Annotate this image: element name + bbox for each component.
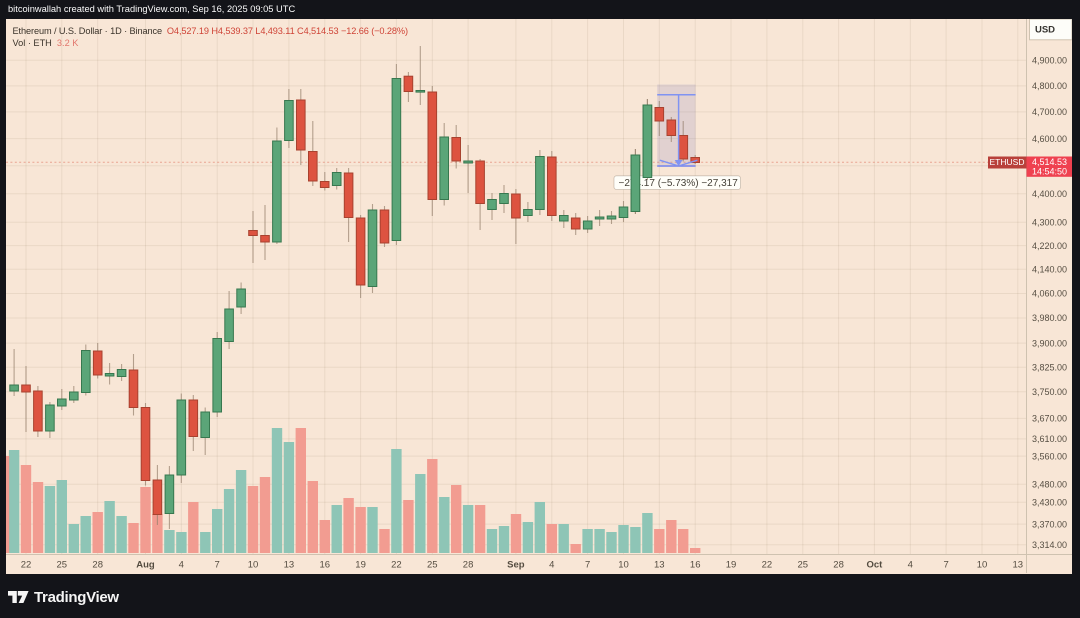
svg-text:28: 28 xyxy=(92,560,103,571)
svg-text:28: 28 xyxy=(833,560,844,571)
svg-text:25: 25 xyxy=(57,560,68,571)
svg-text:4,220.00: 4,220.00 xyxy=(1032,241,1067,251)
svg-text:4,900.00: 4,900.00 xyxy=(1032,55,1067,65)
svg-text:4: 4 xyxy=(179,560,184,571)
svg-text:19: 19 xyxy=(726,560,737,571)
svg-text:28: 28 xyxy=(463,560,474,571)
svg-text:Sep: Sep xyxy=(507,560,525,571)
svg-text:3,370.00: 3,370.00 xyxy=(1032,519,1067,529)
svg-text:4,300.00: 4,300.00 xyxy=(1032,218,1067,228)
svg-text:Aug: Aug xyxy=(136,560,155,571)
svg-text:10: 10 xyxy=(618,560,629,571)
svg-text:4,060.00: 4,060.00 xyxy=(1032,289,1067,299)
svg-text:13: 13 xyxy=(1013,560,1024,571)
svg-text:4,800.00: 4,800.00 xyxy=(1032,81,1067,91)
svg-text:7: 7 xyxy=(585,560,590,571)
svg-text:3,314.00: 3,314.00 xyxy=(1032,540,1067,550)
svg-text:22: 22 xyxy=(21,560,32,571)
svg-text:3,560.00: 3,560.00 xyxy=(1032,451,1067,461)
svg-text:3,750.00: 3,750.00 xyxy=(1032,387,1067,397)
svg-text:3,980.00: 3,980.00 xyxy=(1032,313,1067,323)
svg-text:3,900.00: 3,900.00 xyxy=(1032,338,1067,348)
svg-text:25: 25 xyxy=(798,560,809,571)
svg-text:3,480.00: 3,480.00 xyxy=(1032,480,1067,490)
svg-text:14:54:50: 14:54:50 xyxy=(1032,167,1067,177)
svg-text:3,610.00: 3,610.00 xyxy=(1032,434,1067,444)
svg-text:10: 10 xyxy=(977,560,988,571)
svg-text:4,700.00: 4,700.00 xyxy=(1032,107,1067,117)
svg-text:22: 22 xyxy=(391,560,402,571)
svg-text:4,140.00: 4,140.00 xyxy=(1032,265,1067,275)
svg-text:10: 10 xyxy=(248,560,259,571)
svg-text:ETHUSD: ETHUSD xyxy=(990,157,1025,167)
svg-text:USD: USD xyxy=(1035,25,1055,36)
svg-text:13: 13 xyxy=(654,560,665,571)
svg-text:3,670.00: 3,670.00 xyxy=(1032,414,1067,424)
svg-text:−274.17 (−5.73%) −27,317: −274.17 (−5.73%) −27,317 xyxy=(619,178,739,189)
svg-text:4: 4 xyxy=(908,560,913,571)
svg-text:22: 22 xyxy=(762,560,773,571)
svg-text:3,825.00: 3,825.00 xyxy=(1032,362,1067,372)
svg-text:7: 7 xyxy=(215,560,220,571)
svg-text:25: 25 xyxy=(427,560,438,571)
svg-text:16: 16 xyxy=(320,560,331,571)
svg-text:Oct: Oct xyxy=(866,560,883,571)
svg-text:13: 13 xyxy=(284,560,295,571)
svg-text:4,514.53: 4,514.53 xyxy=(1032,157,1067,167)
svg-text:4: 4 xyxy=(549,560,554,571)
svg-text:16: 16 xyxy=(690,560,701,571)
svg-text:19: 19 xyxy=(355,560,366,571)
svg-text:4,400.00: 4,400.00 xyxy=(1032,189,1067,199)
svg-text:3,430.00: 3,430.00 xyxy=(1032,497,1067,507)
svg-text:4,600.00: 4,600.00 xyxy=(1032,134,1067,144)
svg-text:7: 7 xyxy=(943,560,948,571)
